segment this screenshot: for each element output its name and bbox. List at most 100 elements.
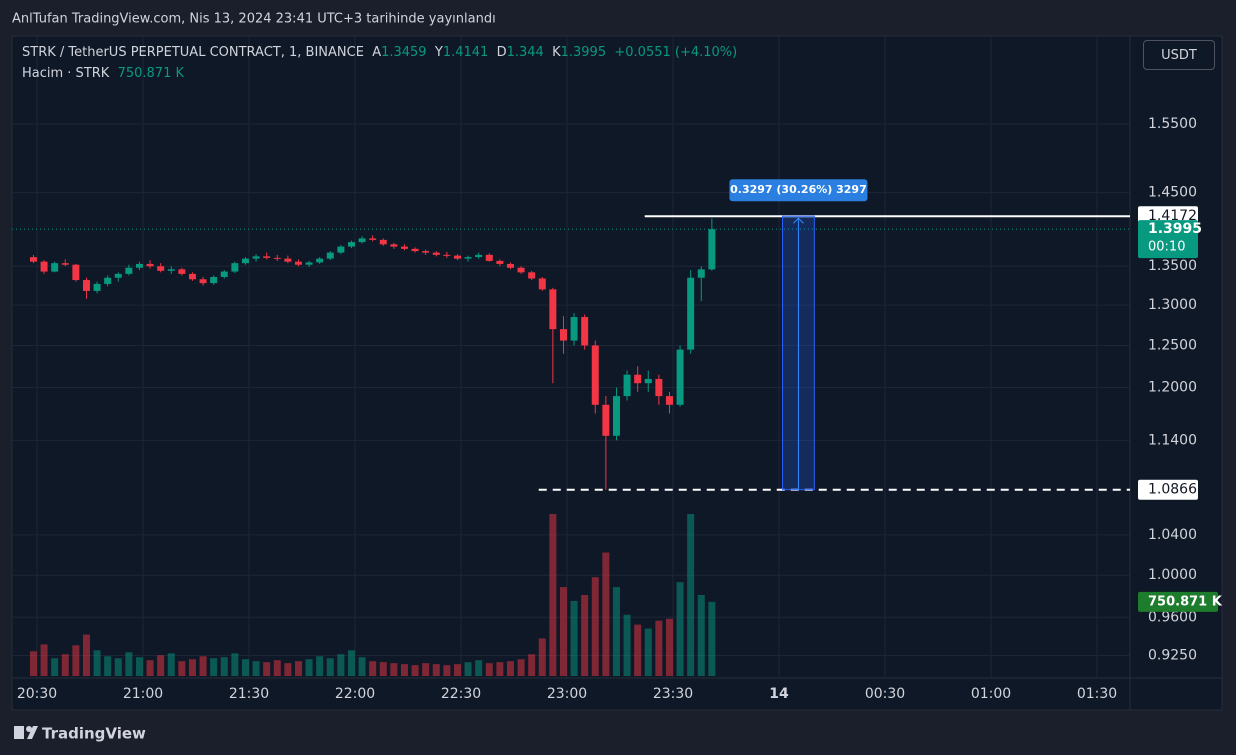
x-tick-label: 23:00 [547, 686, 587, 702]
candle-body [697, 269, 705, 278]
x-tick-label: 23:30 [653, 686, 693, 702]
x-tick-label: 21:00 [123, 686, 163, 702]
y-tick-label: 1.1400 [1148, 432, 1197, 448]
volume-bar [358, 657, 366, 676]
volume-bar [623, 614, 631, 676]
volume-bar [167, 653, 175, 676]
volume-bar [61, 654, 69, 676]
volume-bar [453, 664, 461, 676]
candle-body [612, 396, 620, 436]
x-tick-label: 21:30 [229, 686, 269, 702]
y-tick-label: 1.3500 [1148, 258, 1197, 274]
measure-label: 0.3297 (30.26%) 3297 [730, 183, 867, 196]
ohlc-letter: A [372, 45, 382, 60]
candle-body [51, 263, 59, 272]
current-price-box [1138, 220, 1198, 259]
candle-body [231, 263, 239, 272]
volume-bar [51, 658, 59, 676]
candle-body [422, 251, 430, 253]
symbol: STRK / TetherUS PERPETUAL CONTRACT, 1, B… [22, 45, 364, 60]
candle-body [528, 272, 536, 279]
candle-body [538, 278, 546, 290]
y-tick-label: 1.3000 [1148, 297, 1197, 313]
volume-bar [485, 663, 493, 676]
volume-bar [443, 665, 451, 676]
volume-bar [93, 650, 101, 676]
candle-body [623, 374, 631, 397]
ohlc-letter: Y [434, 45, 443, 60]
candle-body [72, 264, 80, 281]
volume-bar [220, 657, 228, 676]
volume-bar [708, 601, 716, 676]
volume-bar [263, 662, 271, 676]
candle-body [199, 279, 207, 284]
volume-bar [528, 654, 536, 676]
y-tick-label: 1.4500 [1148, 185, 1197, 201]
volume-bar [273, 660, 281, 676]
volume-bar [347, 650, 355, 676]
volume-bar [379, 662, 387, 676]
x-tick-label: 01:30 [1077, 686, 1117, 702]
volume-bar [665, 618, 673, 676]
candle-body [316, 258, 324, 263]
y-tick-label: 1.0400 [1148, 527, 1197, 543]
candle-body [40, 261, 48, 272]
y-tick-label: 1.0000 [1148, 567, 1197, 583]
volume-bar [517, 659, 525, 676]
volume-bar [157, 655, 165, 676]
candle-body [559, 329, 567, 341]
volume-bar [252, 661, 260, 676]
candle-body [443, 254, 451, 256]
candle-body [220, 271, 228, 277]
candle-body [135, 263, 143, 268]
volume-box-label: 750.871 K [1148, 594, 1223, 609]
ohlc-letter: D [496, 45, 507, 60]
current-price-label: 1.3995 [1148, 221, 1202, 237]
publisher: AnlTufan TradingView.com, Nis 13, 2024 2… [12, 12, 496, 27]
volume-bar [188, 659, 196, 676]
candle-body [358, 238, 366, 243]
countdown: 00:10 [1148, 240, 1185, 255]
measure-arrowhead [793, 217, 804, 224]
candle-body [294, 261, 302, 265]
y-tick-label: 0.9250 [1148, 647, 1197, 663]
candle-body [167, 269, 175, 271]
candle-body [506, 263, 514, 268]
candle-body [379, 239, 387, 245]
volume-bar [104, 656, 112, 676]
price-box [1138, 479, 1198, 500]
volume-bar [602, 552, 610, 676]
candle-body [326, 252, 334, 259]
brand: TradingView [42, 725, 146, 743]
volume-bar [72, 645, 80, 676]
y-tick-label: 1.5500 [1148, 116, 1197, 132]
volume-bar [559, 587, 567, 676]
volume-bar [316, 656, 324, 676]
volume-bar [400, 664, 408, 676]
x-tick-label: 22:00 [335, 686, 375, 702]
brand-logo [14, 726, 38, 739]
currency-button[interactable]: USDT [1143, 40, 1215, 70]
volume-bar [538, 638, 546, 676]
candle-body [29, 257, 37, 262]
candle-body [665, 396, 673, 405]
candle-body [634, 374, 642, 384]
volume-bar [655, 620, 663, 676]
candle-body [464, 257, 472, 259]
candle-body [337, 246, 345, 253]
candle-body [655, 378, 663, 397]
volume-bar [506, 661, 514, 676]
volume-bar [125, 652, 133, 676]
volume-bar [178, 661, 186, 676]
y-tick-label: 1.2500 [1148, 337, 1197, 353]
volume-bar [687, 514, 695, 676]
x-tick-label: 14 [769, 686, 789, 702]
x-tick-label: 20:30 [17, 686, 57, 702]
legend-line: STRK / TetherUS PERPETUAL CONTRACT, 1, B… [22, 45, 737, 60]
volume-bar [612, 587, 620, 676]
candle-body [347, 242, 355, 247]
volume-bar [422, 663, 430, 676]
volume-bar [634, 624, 642, 676]
volume-bar [326, 658, 334, 676]
